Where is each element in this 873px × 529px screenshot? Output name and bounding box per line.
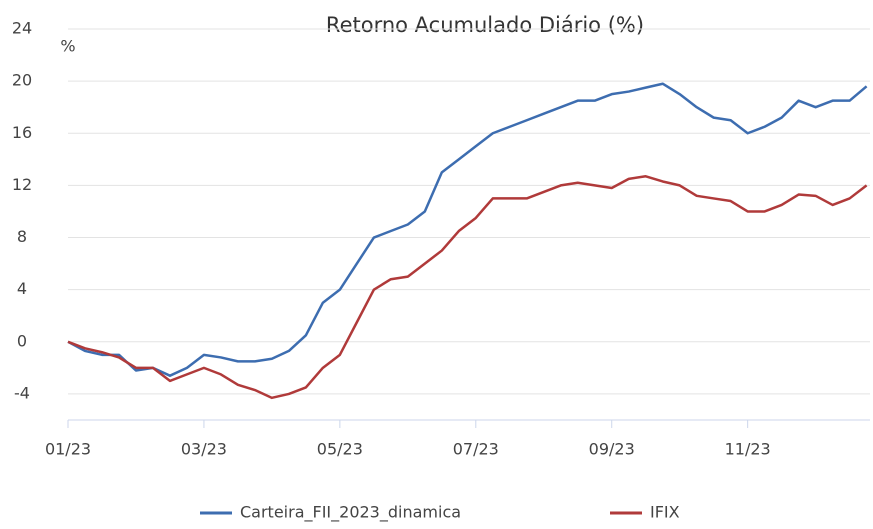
chart-title: Retorno Acumulado Diário (%) [326, 13, 644, 37]
legend-label: IFIX [650, 503, 680, 522]
y-tick-label: -4 [14, 383, 30, 402]
y-tick-label: 4 [17, 279, 27, 298]
x-tick-label: 11/23 [725, 440, 771, 459]
x-tick-label: 05/23 [317, 440, 363, 459]
x-tick-label: 01/23 [45, 440, 91, 459]
y-tick-label: 12 [12, 175, 32, 194]
x-tick-label: 07/23 [453, 440, 499, 459]
series-line [67, 82, 868, 377]
y-tick-label: 20 [12, 71, 32, 90]
y-axis-label: % [60, 37, 75, 56]
y-tick-label: 8 [17, 227, 27, 246]
x-tick-label: 03/23 [181, 440, 227, 459]
x-tick-label: 09/23 [589, 440, 635, 459]
series-line [67, 175, 868, 400]
y-tick-label: 24 [12, 19, 32, 38]
legend-label: Carteira_FII_2023_dinamica [240, 503, 461, 523]
y-tick-label: 0 [17, 331, 27, 350]
y-tick-label: 16 [12, 123, 32, 142]
